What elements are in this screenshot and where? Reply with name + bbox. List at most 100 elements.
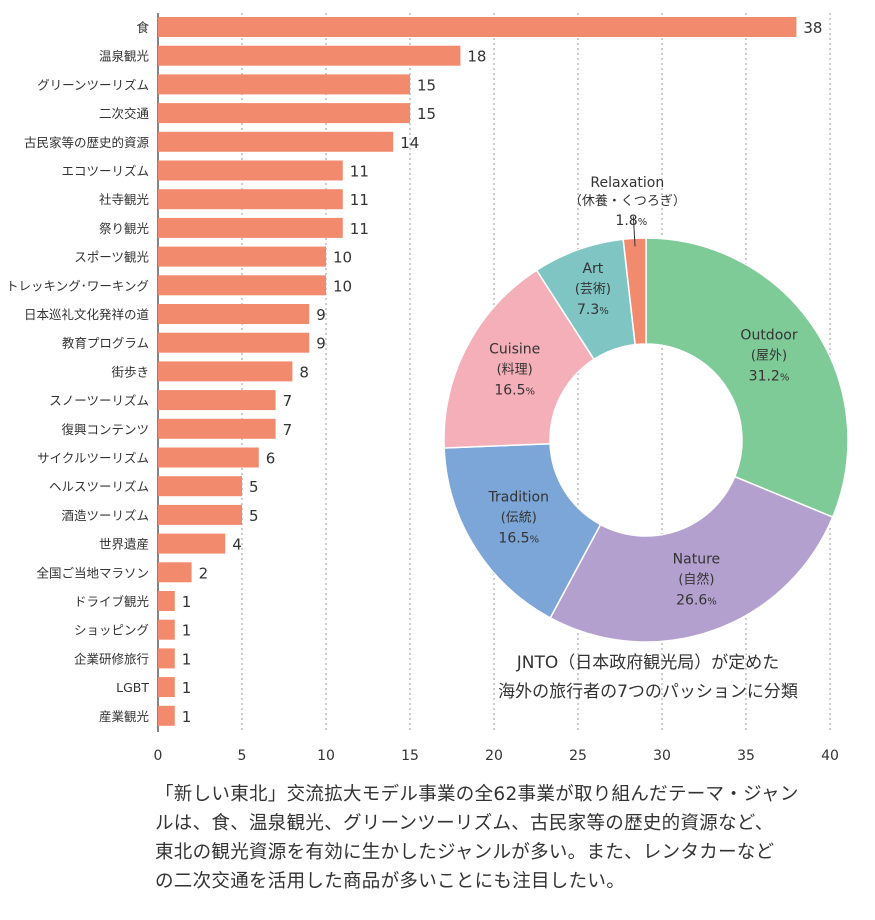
x-tick-label: 40 xyxy=(821,748,839,764)
value-label: 2 xyxy=(199,564,209,582)
value-label: 10 xyxy=(333,277,352,295)
x-tick-label: 30 xyxy=(653,748,671,764)
value-label: 11 xyxy=(350,220,369,238)
slice-name-ja-label: (料理) xyxy=(497,363,533,378)
bar xyxy=(158,447,259,468)
category-label: 街歩き xyxy=(111,364,149,379)
category-label: 復興コンテンツ xyxy=(61,422,149,437)
category-label: トレッキング･ワーキング xyxy=(6,278,149,293)
value-label: 11 xyxy=(350,163,369,181)
x-tick-label: 25 xyxy=(569,748,587,764)
bar xyxy=(158,677,175,698)
bar xyxy=(158,332,310,353)
value-label: 14 xyxy=(400,134,419,152)
donut-slice xyxy=(549,475,834,643)
bar xyxy=(158,591,175,611)
donut-title: JNTO（日本政府観光局）が定めた xyxy=(516,653,780,673)
category-label: 温泉観光 xyxy=(99,49,149,64)
value-label: 7 xyxy=(283,421,293,439)
x-tick-label: 20 xyxy=(485,748,503,764)
category-label: 食 xyxy=(136,20,149,35)
bar xyxy=(158,74,410,95)
bar xyxy=(158,476,242,497)
value-label: 5 xyxy=(249,478,259,496)
slice-name-label: Cuisine xyxy=(489,342,540,358)
category-label: スノーツーリズム xyxy=(49,393,149,408)
slice-name-ja-label: (自然) xyxy=(678,571,714,587)
bar xyxy=(158,533,226,554)
donut-slice xyxy=(622,237,647,346)
bar xyxy=(158,217,343,238)
leader-line xyxy=(632,216,636,247)
slice-name-label: Relaxation xyxy=(590,175,664,191)
value-label: 1 xyxy=(182,708,192,726)
category-label: LGBT xyxy=(116,680,149,695)
bar xyxy=(158,189,343,210)
category-label: 教育プログラム xyxy=(62,336,149,351)
slice-name-label: Outdoor xyxy=(740,328,797,344)
category-label: ヘルスツーリズム xyxy=(49,479,149,494)
category-label: 祭り観光 xyxy=(99,221,149,236)
caption-line: 「新しい東北」交流拡大モデル事業の全62事業が取り組んだテーマ・ジャン xyxy=(155,784,799,805)
category-label: サイクルツーリズム xyxy=(37,451,149,466)
bar xyxy=(158,275,326,296)
value-label: 7 xyxy=(283,392,293,410)
category-label: 企業研修旅行 xyxy=(74,651,149,666)
caption-line: ルは、食、温泉観光、グリーンツーリズム、古民家等の歴史的資源など、 xyxy=(155,813,774,834)
value-label: 11 xyxy=(350,191,369,209)
category-label: 日本巡礼文化発祥の道 xyxy=(24,307,150,322)
slice-value-label: 31.2% xyxy=(749,369,790,385)
slice-name-ja-label: (芸術) xyxy=(575,281,611,297)
bar xyxy=(158,705,175,726)
slice-unit-label: % xyxy=(526,387,536,398)
slice-name-label: Art xyxy=(582,261,603,277)
caption-line: の二次交通を活用した商品が多いことにも注目したい。 xyxy=(155,871,626,892)
value-label: 4 xyxy=(232,536,242,554)
slice-value-label: 7.3% xyxy=(577,302,609,318)
category-label: グリーンツーリズム xyxy=(37,77,149,92)
bar xyxy=(158,17,797,37)
bar xyxy=(158,246,326,267)
value-label: 38 xyxy=(803,19,822,37)
category-label: 世界遺産 xyxy=(99,537,149,552)
slice-name-label: Nature xyxy=(673,551,720,567)
value-label: 10 xyxy=(333,249,352,267)
donut-slice xyxy=(443,442,602,619)
category-label: 産業観光 xyxy=(99,709,149,724)
x-tick-label: 5 xyxy=(238,748,247,764)
slice-name-ja-label: （休養・くつろぎ） xyxy=(569,193,686,209)
slice-name-label: Tradition xyxy=(488,489,549,505)
bar xyxy=(158,390,276,411)
bar xyxy=(158,45,461,66)
bar xyxy=(158,304,310,324)
slice-value-label: 1.8% xyxy=(615,213,647,229)
bar xyxy=(158,504,242,525)
x-tick-label: 15 xyxy=(401,748,419,764)
bar xyxy=(158,160,343,181)
slice-value-label: 16.5% xyxy=(498,530,539,546)
bar xyxy=(158,103,410,124)
value-label: 5 xyxy=(249,507,259,525)
category-label: 二次交通 xyxy=(99,106,150,121)
donut-slice xyxy=(443,269,596,449)
bar xyxy=(158,619,175,640)
value-label: 1 xyxy=(182,679,192,697)
value-label: 9 xyxy=(316,306,326,324)
x-tick-label: 0 xyxy=(154,748,163,764)
category-label: ショッピング xyxy=(74,623,149,638)
slice-name-ja-label: (屋外) xyxy=(751,349,787,364)
slice-unit-label: % xyxy=(638,217,648,228)
slice-unit-label: % xyxy=(530,534,540,545)
category-label: 全国ご当地マラソン xyxy=(36,565,149,580)
category-label: スポーツ観光 xyxy=(74,250,149,265)
donut-chart: Outdoor (屋外) 31.2% Nature (自然) 26.6% Tradition… xyxy=(443,175,849,643)
slice-name-ja-label: (伝統) xyxy=(501,510,537,525)
bar xyxy=(158,648,175,669)
donut-subtitle: 海外の旅行者の7つのパッションに分類 xyxy=(498,682,798,702)
category-label: 古民家等の歴史的資源 xyxy=(24,135,150,150)
caption-text: 「新しい東北」交流拡大モデル事業の全62事業が取り組んだテーマ・ジャン ルは、食… xyxy=(155,780,845,896)
value-label: 9 xyxy=(316,335,326,353)
